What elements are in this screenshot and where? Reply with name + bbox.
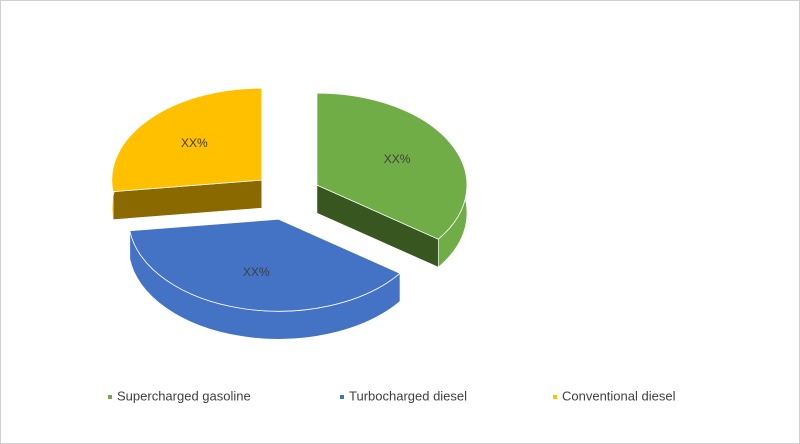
slice — [316, 92, 468, 240]
legend: Supercharged gasoline Turbocharged diesel… — [108, 388, 676, 403]
slice-top — [129, 218, 401, 312]
slice — [129, 218, 401, 312]
legend-swatch — [553, 395, 557, 399]
slice-label: XX% — [384, 152, 411, 166]
legend-text: Turbocharged diesel — [349, 388, 467, 403]
slice-top — [111, 87, 263, 193]
legend-text: Conventional diesel — [562, 388, 676, 403]
legend-swatch — [108, 395, 112, 399]
slice — [111, 87, 263, 193]
slice-label: XX% — [243, 265, 270, 279]
slice-top — [316, 92, 468, 240]
legend-text: Supercharged gasoline — [117, 388, 251, 403]
slice-label: XX% — [181, 136, 208, 150]
legend-swatch — [340, 395, 344, 399]
slice-tops: XX% XX% XX% — [111, 87, 468, 312]
